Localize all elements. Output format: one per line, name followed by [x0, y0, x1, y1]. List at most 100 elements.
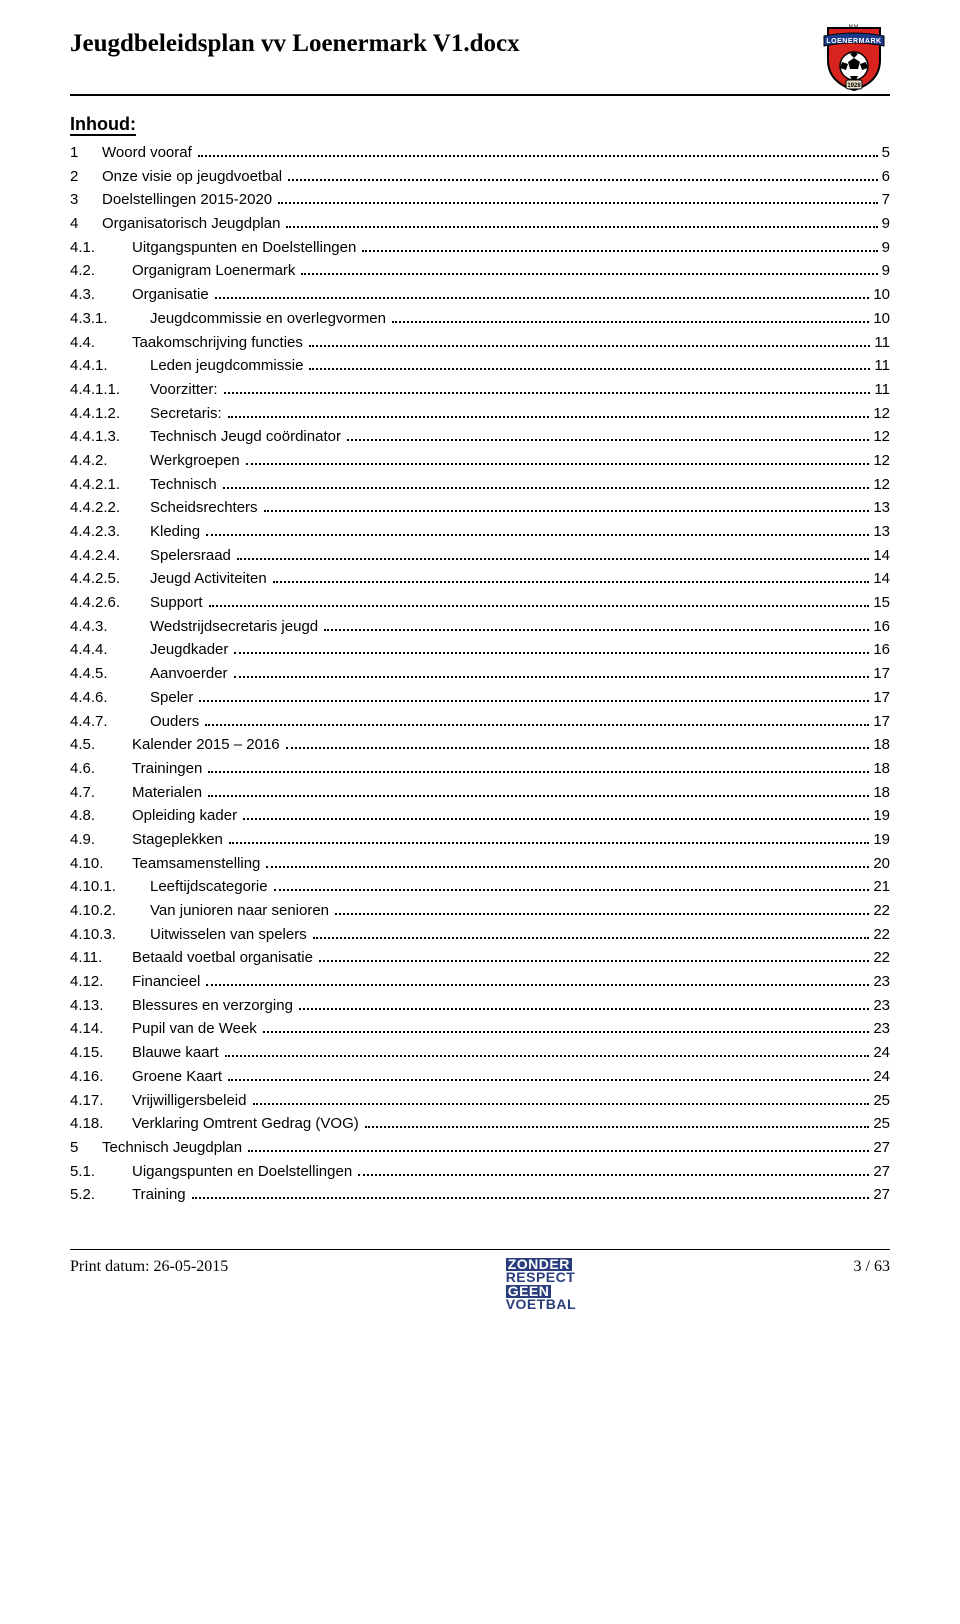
toc-heading: Inhoud:: [70, 114, 890, 135]
toc-entry-label: Organisatorisch Jeugdplan: [98, 212, 280, 236]
toc-leader-dots: [274, 879, 870, 892]
toc-entry-label: Uitwisselen van spelers: [146, 923, 307, 947]
toc-entry[interactable]: 4.4.2.2.Scheidsrechters13: [70, 496, 890, 520]
toc-entry-label: Betaald voetbal organisatie: [128, 946, 313, 970]
toc-entry[interactable]: 4.12.Financieel23: [70, 970, 890, 994]
toc-entry-number: 4.10.2.: [70, 899, 146, 923]
toc-entry-page: 22: [873, 899, 890, 923]
toc-entry-number: 4.4.4.: [70, 638, 146, 662]
toc-entry-number: 4.1.: [70, 236, 128, 260]
toc-entry-number: 4.8.: [70, 804, 128, 828]
toc-entry[interactable]: 4.17.Vrijwilligersbeleid25: [70, 1089, 890, 1113]
toc-entry[interactable]: 4.7.Materialen18: [70, 781, 890, 805]
toc-entry[interactable]: 5Technisch Jeugdplan27: [70, 1136, 890, 1160]
toc-entry-label: Verklaring Omtrent Gedrag (VOG): [128, 1112, 359, 1136]
toc-entry[interactable]: 4.13.Blessures en verzorging23: [70, 994, 890, 1018]
header-divider: [70, 94, 890, 96]
table-of-contents: 1Woord vooraf52Onze visie op jeugdvoetba…: [70, 141, 890, 1207]
toc-entry-number: 4.16.: [70, 1065, 128, 1089]
toc-entry[interactable]: 4.4.4.Jeugdkader16: [70, 638, 890, 662]
toc-entry-number: 3: [70, 188, 98, 212]
toc-entry[interactable]: 4.10.3.Uitwisselen van spelers22: [70, 923, 890, 947]
toc-entry[interactable]: 4.4.2.4.Spelersraad14: [70, 544, 890, 568]
toc-leader-dots: [365, 1115, 870, 1128]
toc-entry[interactable]: 4.4.1.2.Secretaris:12: [70, 402, 890, 426]
toc-entry-number: 4.4.2.5.: [70, 567, 146, 591]
toc-entry[interactable]: 4.4.Taakomschrijving functies11: [70, 331, 890, 355]
toc-leader-dots: [299, 997, 869, 1010]
toc-entry-number: 4.5.: [70, 733, 128, 757]
toc-entry-label: Support: [146, 591, 203, 615]
toc-entry[interactable]: 4.4.2.5.Jeugd Activiteiten14: [70, 567, 890, 591]
toc-entry-label: Financieel: [128, 970, 200, 994]
toc-entry[interactable]: 5.1.Uigangspunten en Doelstellingen27: [70, 1160, 890, 1184]
toc-entry-page: 24: [873, 1065, 890, 1089]
toc-entry[interactable]: 2Onze visie op jeugdvoetbal6: [70, 165, 890, 189]
toc-entry-number: 4.4.2.1.: [70, 473, 146, 497]
toc-entry-label: Aanvoerder: [146, 662, 228, 686]
toc-entry-label: Leden jeugdcommissie: [146, 354, 303, 378]
toc-entry-number: 5.2.: [70, 1183, 128, 1207]
toc-entry[interactable]: 4.4.6.Speler17: [70, 686, 890, 710]
toc-entry[interactable]: 4.18.Verklaring Omtrent Gedrag (VOG)25: [70, 1112, 890, 1136]
toc-leader-dots: [209, 594, 870, 607]
toc-entry[interactable]: 4.4.2.6.Support15: [70, 591, 890, 615]
toc-entry[interactable]: 4.4.1.1.Voorzitter:11: [70, 378, 890, 402]
toc-entry[interactable]: 4.4.2.3.Kleding13: [70, 520, 890, 544]
toc-leader-dots: [392, 310, 869, 323]
toc-entry-page: 6: [882, 165, 890, 189]
toc-entry[interactable]: 4.4.1.3.Technisch Jeugd coördinator12: [70, 425, 890, 449]
toc-entry-number: 4.4.2.3.: [70, 520, 146, 544]
toc-leader-dots: [228, 1068, 869, 1081]
toc-entry[interactable]: 4.6.Trainingen18: [70, 757, 890, 781]
toc-entry[interactable]: 4.5.Kalender 2015 – 201618: [70, 733, 890, 757]
toc-leader-dots: [215, 286, 870, 299]
toc-entry[interactable]: 4.14.Pupil van de Week23: [70, 1017, 890, 1041]
toc-entry[interactable]: 4.11.Betaald voetbal organisatie22: [70, 946, 890, 970]
toc-entry[interactable]: 4.2.Organigram Loenermark9: [70, 259, 890, 283]
svg-text:V.V.: V.V.: [849, 25, 860, 31]
toc-leader-dots: [319, 950, 869, 963]
toc-leader-dots: [347, 429, 869, 442]
toc-entry-label: Technisch: [146, 473, 217, 497]
toc-entry[interactable]: 4.9.Stageplekken19: [70, 828, 890, 852]
toc-entry[interactable]: 4.4.2.1.Technisch12: [70, 473, 890, 497]
toc-entry[interactable]: 4.10.2.Van junioren naar senioren22: [70, 899, 890, 923]
toc-leader-dots: [264, 500, 870, 513]
toc-leader-dots: [228, 405, 870, 418]
toc-entry-page: 18: [873, 733, 890, 757]
toc-entry-page: 23: [873, 1017, 890, 1041]
toc-entry[interactable]: 4.4.2.Werkgroepen12: [70, 449, 890, 473]
toc-entry[interactable]: 4.10.Teamsamenstelling20: [70, 852, 890, 876]
toc-leader-dots: [301, 263, 877, 276]
toc-entry-page: 27: [873, 1136, 890, 1160]
toc-entry-number: 4.4.2.6.: [70, 591, 146, 615]
toc-entry[interactable]: 4.4.7.Ouders17: [70, 710, 890, 734]
toc-entry[interactable]: 5.2.Training27: [70, 1183, 890, 1207]
toc-entry[interactable]: 3Doelstellingen 2015-20207: [70, 188, 890, 212]
toc-entry-label: Pupil van de Week: [128, 1017, 257, 1041]
club-logo-icon: V.V. LOENERMARK 1928: [818, 20, 890, 92]
toc-entry-number: 1: [70, 141, 98, 165]
toc-leader-dots: [248, 1139, 869, 1152]
toc-entry-number: 4.4.1.: [70, 354, 146, 378]
toc-leader-dots: [234, 642, 869, 655]
toc-entry-page: 17: [873, 710, 890, 734]
toc-entry[interactable]: 4.3.1.Jeugdcommissie en overlegvormen10: [70, 307, 890, 331]
toc-entry-label: Technisch Jeugd coördinator: [146, 425, 341, 449]
toc-entry[interactable]: 4.16.Groene Kaart24: [70, 1065, 890, 1089]
toc-entry[interactable]: 4.4.1.Leden jeugdcommissie11: [70, 354, 890, 378]
toc-entry[interactable]: 4Organisatorisch Jeugdplan9: [70, 212, 890, 236]
toc-entry[interactable]: 4.4.5.Aanvoerder17: [70, 662, 890, 686]
toc-entry[interactable]: 4.1.Uitgangspunten en Doelstellingen9: [70, 236, 890, 260]
toc-entry[interactable]: 4.10.1.Leeftijdscategorie21: [70, 875, 890, 899]
toc-entry-label: Organigram Loenermark: [128, 259, 295, 283]
toc-entry-label: Blauwe kaart: [128, 1041, 219, 1065]
toc-entry[interactable]: 4.8.Opleiding kader19: [70, 804, 890, 828]
toc-entry[interactable]: 4.4.3.Wedstrijdsecretaris jeugd16: [70, 615, 890, 639]
toc-entry[interactable]: 4.3.Organisatie10: [70, 283, 890, 307]
toc-entry[interactable]: 4.15.Blauwe kaart24: [70, 1041, 890, 1065]
toc-entry[interactable]: 1Woord vooraf5: [70, 141, 890, 165]
toc-entry-page: 27: [873, 1183, 890, 1207]
toc-entry-label: Speler: [146, 686, 193, 710]
